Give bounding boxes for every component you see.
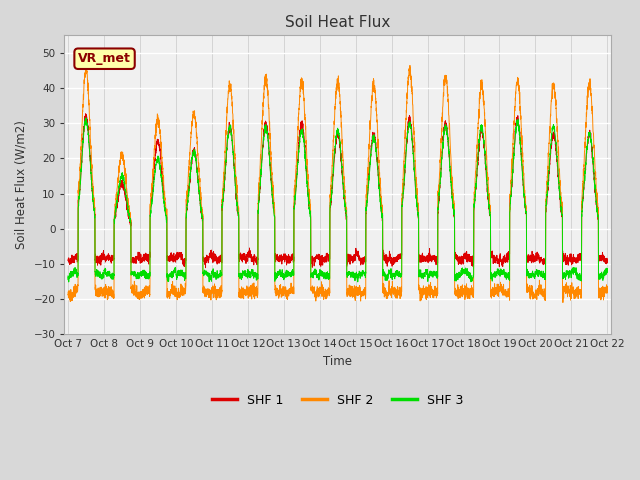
Title: Soil Heat Flux: Soil Heat Flux [285, 15, 390, 30]
Y-axis label: Soil Heat Flux (W/m2): Soil Heat Flux (W/m2) [15, 120, 28, 249]
X-axis label: Time: Time [323, 355, 352, 368]
Legend: SHF 1, SHF 2, SHF 3: SHF 1, SHF 2, SHF 3 [207, 389, 468, 411]
Text: VR_met: VR_met [78, 52, 131, 65]
